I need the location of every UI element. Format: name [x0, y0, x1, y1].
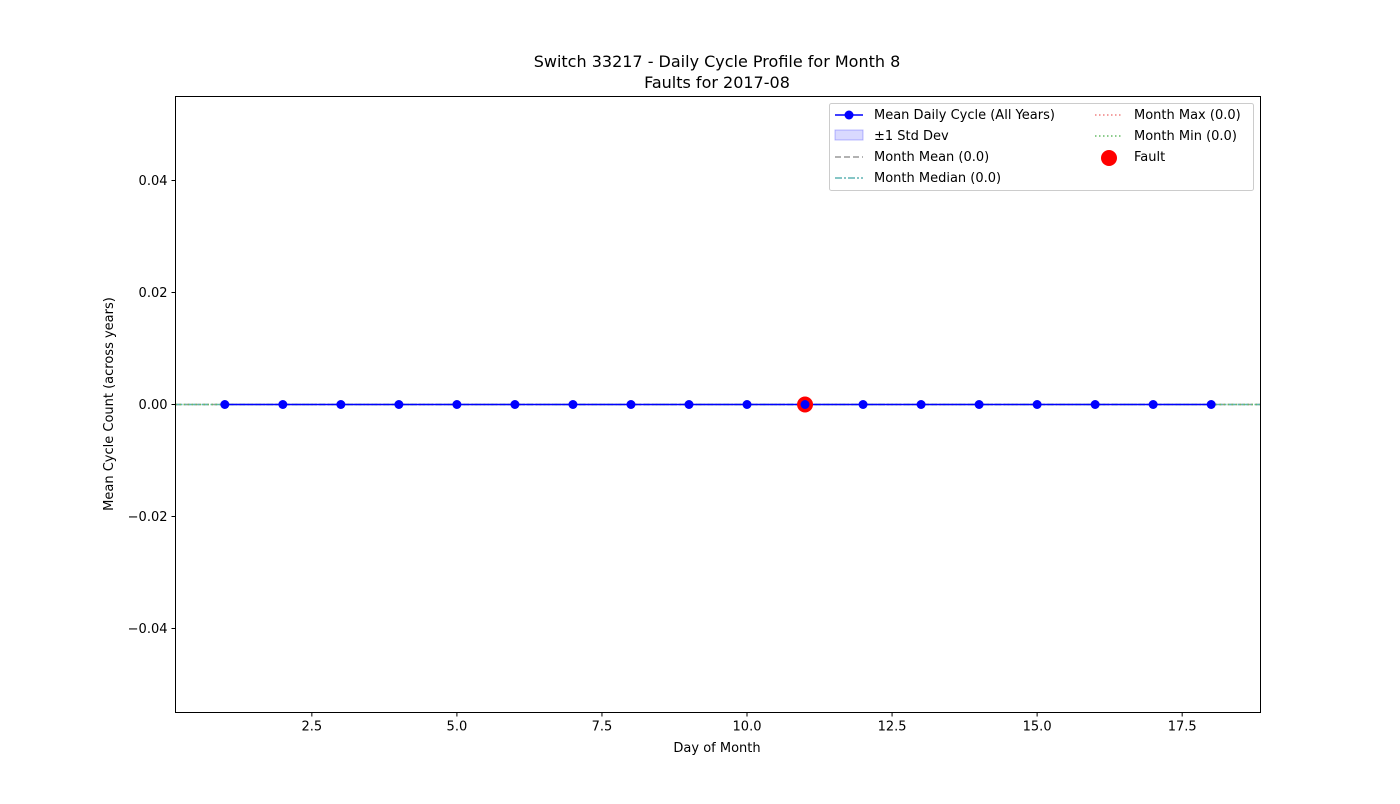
legend-label-fault: Fault — [1134, 150, 1165, 165]
legend-item-month-max: Month Max (0.0) — [1095, 108, 1241, 123]
chart-subtitle: Faults for 2017-08 — [644, 73, 790, 92]
data-point — [1206, 400, 1216, 409]
data-point — [916, 400, 926, 409]
plot-area — [175, 96, 1261, 713]
x-tick-label: 5.0 — [447, 720, 468, 735]
data-point — [742, 400, 752, 409]
legend-item-mean-daily-cycle: Mean Daily Cycle (All Years) — [835, 108, 1055, 123]
legend-item-std-dev: ±1 Std Dev — [834, 129, 949, 144]
data-point — [452, 400, 462, 409]
legend-label-std-dev: ±1 Std Dev — [874, 129, 949, 144]
x-tick-label: 10.0 — [733, 720, 762, 735]
data-point — [626, 400, 636, 409]
x-tick-label: 7.5 — [592, 720, 613, 735]
data-point — [684, 400, 694, 409]
y-tick-label: 0.02 — [139, 286, 168, 301]
x-tick-label: 12.5 — [878, 720, 907, 735]
y-axis-ticks: −0.04 −0.02 0.00 0.02 0.04 — [128, 174, 176, 637]
legend-label-month-min: Month Min (0.0) — [1134, 129, 1237, 144]
x-axis-ticks: 2.5 5.0 7.5 10.0 12.5 15.0 17.5 — [302, 712, 1197, 735]
data-point — [568, 400, 578, 409]
x-tick-label: 17.5 — [1168, 720, 1197, 735]
data-point — [858, 400, 868, 409]
legend-swatch-band — [834, 129, 864, 141]
legend-box — [829, 103, 1254, 191]
data-point — [394, 400, 404, 409]
legend-item-fault: Fault — [1101, 150, 1165, 166]
y-axis-label: Mean Cycle Count (across years) — [102, 297, 117, 511]
y-tick-label: 0.00 — [139, 398, 168, 413]
legend-label-month-mean: Month Mean (0.0) — [874, 150, 989, 165]
fault-layer — [797, 396, 814, 413]
data-point — [1090, 400, 1100, 409]
legend-swatch-marker — [844, 110, 854, 120]
legend-item-month-min: Month Min (0.0) — [1095, 129, 1237, 144]
x-tick-label: 2.5 — [302, 720, 323, 735]
x-axis-label: Day of Month — [673, 741, 760, 756]
legend-label-mean-daily-cycle: Mean Daily Cycle (All Years) — [874, 108, 1055, 123]
data-point — [510, 400, 520, 409]
data-point — [220, 400, 230, 409]
data-point — [1148, 400, 1158, 409]
chart-title: Switch 33217 - Daily Cycle Profile for M… — [534, 52, 901, 71]
data-point — [336, 400, 346, 409]
legend-item-month-mean: Month Mean (0.0) — [835, 150, 989, 165]
data-point — [278, 400, 288, 409]
legend-label-month-max: Month Max (0.0) — [1134, 108, 1241, 123]
legend-item-month-median: Month Median (0.0) — [835, 171, 1001, 186]
y-tick-label: −0.04 — [128, 622, 168, 637]
legend-label-month-median: Month Median (0.0) — [874, 171, 1001, 186]
y-tick-label: −0.02 — [128, 510, 168, 525]
x-tick-label: 15.0 — [1023, 720, 1052, 735]
legend: Mean Daily Cycle (All Years) ±1 Std Dev … — [829, 103, 1254, 191]
fault-data-point — [800, 400, 810, 409]
legend-swatch-fault — [1101, 150, 1117, 166]
data-point — [974, 400, 984, 409]
data-point — [1032, 400, 1042, 409]
y-tick-label: 0.04 — [139, 174, 168, 189]
